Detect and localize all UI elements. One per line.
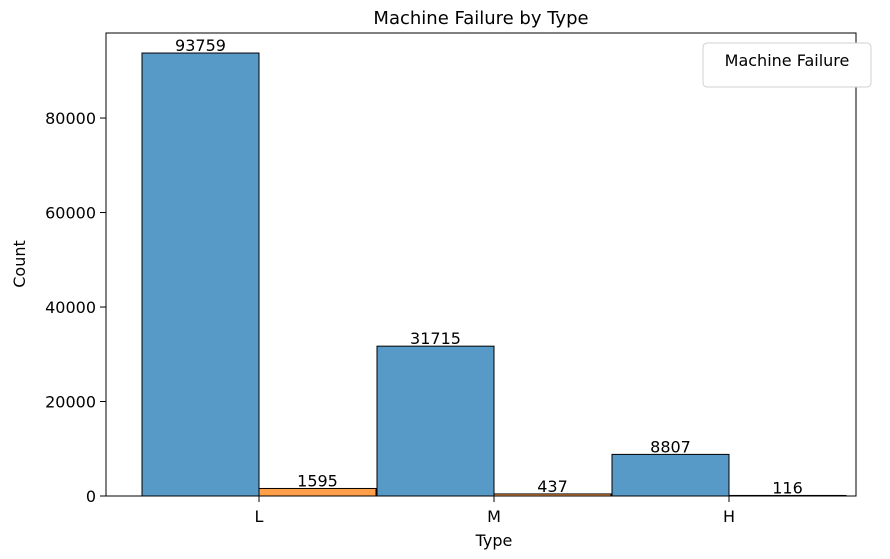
y-tick-label: 40000 <box>45 298 96 317</box>
x-tick-label-l: L <box>255 507 264 526</box>
x-tick-label-m: M <box>487 507 501 526</box>
bar-l-series-1 <box>141 52 260 497</box>
bars-layer <box>141 52 847 497</box>
bar-label-l-series-1: 93759 <box>175 36 226 55</box>
bar-label-m-series-1: 31715 <box>410 329 461 348</box>
legend-box <box>702 42 872 88</box>
legend-title: Machine Failure <box>725 51 850 70</box>
bar-h-series-1 <box>611 453 730 497</box>
bar-labels-layer: 93759 1595 31715 437 8807 116 <box>175 36 803 497</box>
plot-frame <box>105 32 857 497</box>
y-tick-label: 20000 <box>45 393 96 412</box>
y-tick-label: 60000 <box>45 204 96 223</box>
bar-label-h-series-2: 116 <box>772 478 803 497</box>
bar-label-m-series-2: 437 <box>537 477 568 496</box>
y-axis: 0 20000 40000 60000 80000 <box>45 109 106 506</box>
bar-label-l-series-2: 1595 <box>297 471 338 490</box>
bar-m-series-1 <box>376 345 495 497</box>
y-tick-label: 80000 <box>45 109 96 128</box>
bar-label-h-series-1: 8807 <box>650 437 691 456</box>
x-axis-label: Type <box>475 531 513 550</box>
chart-title: Machine Failure by Type <box>373 8 588 29</box>
x-tick-label-h: H <box>723 507 735 526</box>
y-tick-label: 0 <box>86 487 96 506</box>
y-axis-label: Count <box>10 240 29 288</box>
legend: Machine Failure <box>702 42 872 88</box>
